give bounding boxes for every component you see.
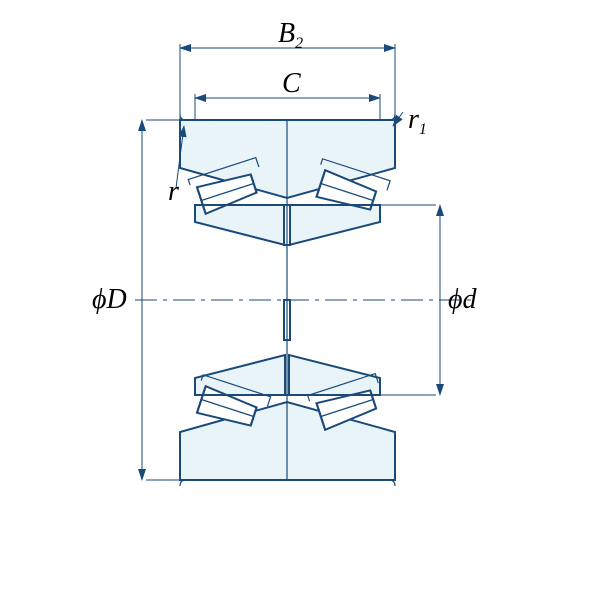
dim-label-r: r bbox=[168, 176, 179, 207]
dim-label-B2: B2 bbox=[278, 18, 303, 52]
dim-label-phiD: ϕD bbox=[92, 284, 127, 315]
dim-label-C: C bbox=[282, 68, 301, 99]
dim-label-r1: r1 bbox=[408, 104, 427, 138]
dim-label-phid: ϕd bbox=[448, 284, 477, 315]
